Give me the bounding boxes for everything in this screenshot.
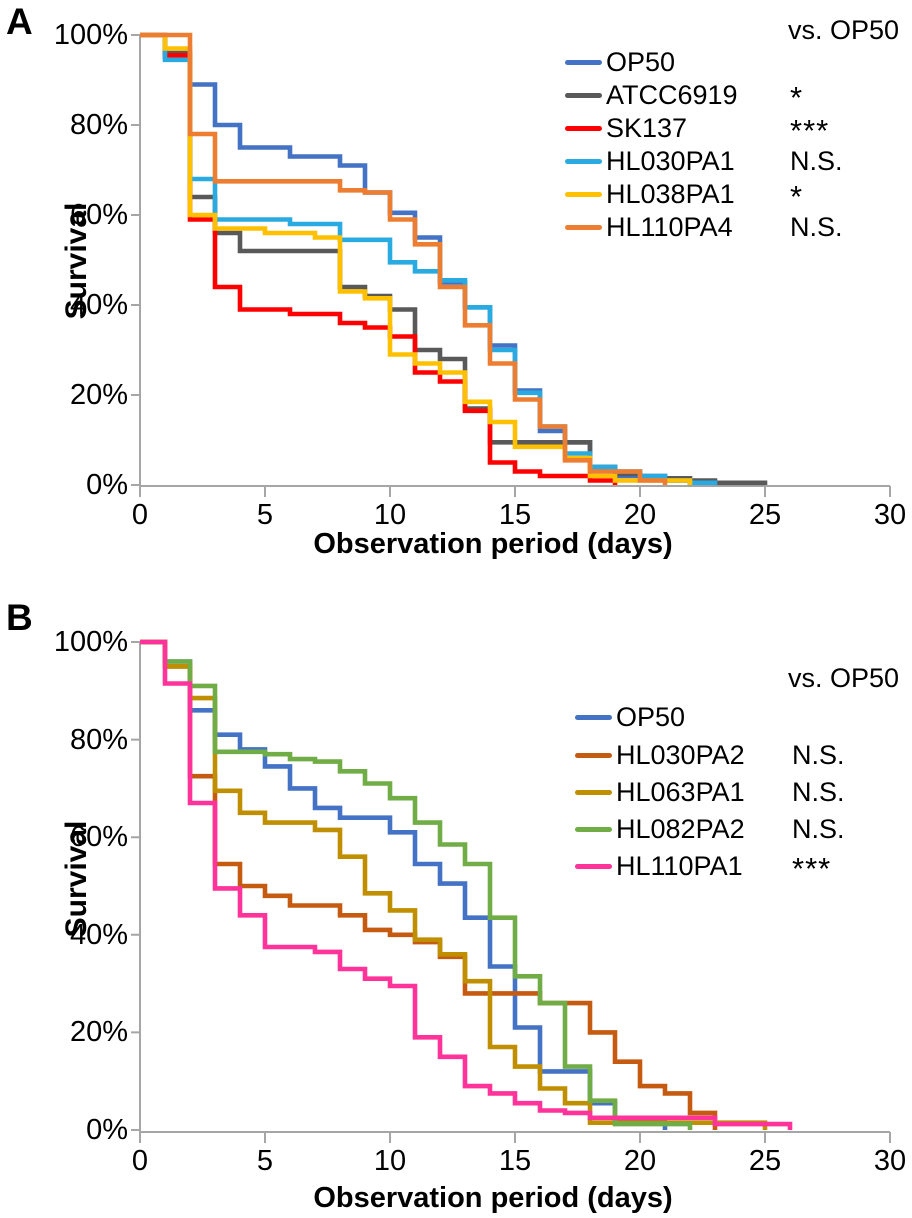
legend-item-hl030pa1: HL030PA1 N.S. [565,144,910,178]
panel-a-letter: A [6,1,33,42]
legend-label-sk137: SK137 [606,113,688,143]
legend-item-op50: OP50 [575,700,912,734]
series-HL082PA2-curve-panel-B [140,639,693,1130]
x-tick-label-b-0: 0 [131,1145,149,1177]
x-tick-label-b-5: 5 [256,1145,274,1177]
legend-label-hl038pa1: HL038PA1 [606,179,735,209]
legend-item-hl110pa1: HL110PA1 *** [575,849,912,886]
x-tick-label-b-20: 20 [623,1145,657,1177]
legend-line-icon-hl110pa4 [565,224,602,230]
legend-label-hl030pa2: HL030PA2 [616,740,745,770]
x-tick-label-a-25: 25 [748,499,782,531]
x-tick-label-a-10: 10 [373,499,407,531]
significance-vs-op50-sk137: *** [790,113,830,148]
legend-line-icon-atcc6919 [565,92,602,98]
legend-item-hl063pa1: HL063PA1 N.S. [575,775,912,809]
significance-vs-op50-hl082pa2: N.S. [792,814,845,844]
significance-vs-op50-hl063pa1: N.S. [792,777,845,807]
axis-ticks-panel-A [131,34,891,497]
x-axis-title-b: Observation period (days) [313,1182,673,1214]
y-tick-label-a-80%: 80% [69,109,128,141]
y-tick-label-b-20%: 20% [69,1016,128,1049]
legend-item-atcc6919: ATCC6919 * [565,78,910,115]
significance-vs-op50-hl110pa1: *** [792,851,832,886]
y-tick-label-a-60%: 60% [69,199,128,231]
legend-item-hl030pa2: HL030PA2 N.S. [575,738,912,772]
significance-vs-op50-hl030pa1: N.S. [790,146,843,176]
x-tick-label-a-30: 30 [873,499,907,531]
legend-label-hl110pa1: HL110PA1 [616,851,743,881]
significance-vs-op50-hl038pa1: * [790,179,804,214]
legend-line-icon-sk137 [565,125,602,131]
x-tick-label-b-15: 15 [498,1145,532,1177]
y-tick-label-a-20%: 20% [69,379,128,411]
legend-item-hl038pa1: HL038PA1 * [565,177,910,214]
legend-line-icon-hl030pa2 [575,752,612,758]
legend-label-hl063pa1: HL063PA1 [616,777,745,807]
legend-label-op50: OP50 [606,47,676,77]
legend-line-icon-hl038pa1 [565,191,602,197]
y-axis-title-b: Survival [60,820,93,938]
y-tick-label-b-40%: 40% [69,918,128,951]
legend-header-b: vs. OP50 [788,663,900,693]
legend-label-hl110pa4: HL110PA4 [606,212,733,242]
axis-ticks-panel-B [131,641,891,1143]
legend-line-icon-hl063pa1 [575,789,612,795]
legend-label-hl030pa1: HL030PA1 [606,146,735,176]
x-tick-label-a-5: 5 [256,499,274,531]
legend-label-hl082pa2: HL082PA2 [616,814,745,844]
panel-b-letter: B [6,597,33,638]
legend-item-hl110pa4: HL110PA4 N.S. [565,210,910,244]
legend-line-icon-op50 [575,714,612,720]
x-tick-label-b-25: 25 [748,1145,782,1177]
significance-vs-op50-hl030pa2: N.S. [792,740,845,770]
x-tick-label-a-0: 0 [131,499,149,531]
x-tick-label-a-15: 15 [498,499,532,531]
y-tick-label-b-0%: 0% [86,1114,128,1146]
y-tick-label-a-0%: 0% [86,469,128,501]
series-HL063PA1-curve-panel-B [140,639,768,1130]
x-tick-label-b-30: 30 [873,1145,907,1177]
legend-label-atcc6919: ATCC6919 [606,80,738,110]
legend-header-a: vs. OP50 [788,15,900,45]
series-HL110PA4-curve-panel-A [140,32,668,485]
y-tick-label-a-40%: 40% [69,289,128,321]
x-tick-label-b-10: 10 [373,1145,407,1177]
series-HL110PA1-curve-panel-B [140,639,793,1130]
y-tick-label-b-60%: 60% [69,821,128,854]
x-axis-title-a: Observation period (days) [313,528,673,560]
legend-label-op50: OP50 [616,702,686,732]
series-SK137-curve-panel-A [140,32,618,485]
legend-line-icon-hl030pa1 [565,158,602,164]
y-tick-label-b-80%: 80% [69,723,128,756]
x-tick-label-a-20: 20 [623,499,657,531]
significance-vs-op50-atcc6919: * [790,80,804,115]
y-axis-title-a: Survival [60,202,93,320]
legend-item-hl082pa2: HL082PA2 N.S. [575,812,912,846]
legend-item-op50: OP50 [565,45,910,79]
y-tick-label-b-100%: 100% [53,626,128,658]
significance-vs-op50-hl110pa4: N.S. [790,212,843,242]
y-tick-label-a-100%: 100% [53,19,128,51]
legend-line-icon-hl110pa1 [575,863,612,869]
legend-line-icon-op50 [565,59,602,65]
legend-item-sk137: SK137 *** [565,111,910,148]
legend-line-icon-hl082pa2 [575,826,612,832]
